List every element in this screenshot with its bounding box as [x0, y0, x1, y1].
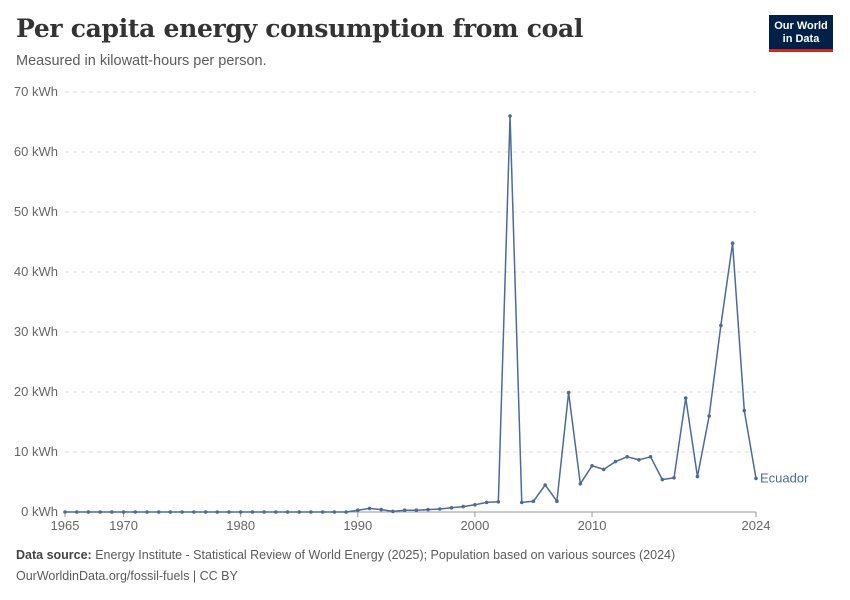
- y-tick-label: 40 kWh: [14, 264, 58, 279]
- data-point: [215, 510, 220, 514]
- x-tick-label: 1965: [51, 518, 80, 533]
- data-point: [309, 510, 313, 514]
- data-point: [461, 504, 466, 509]
- y-tick-label: 0 kWh: [21, 504, 58, 519]
- data-point: [180, 510, 184, 514]
- x-tick-label: 2024: [742, 518, 771, 533]
- logo-line-1: Our World: [774, 20, 828, 32]
- data-point: [86, 510, 91, 514]
- data-point: [391, 509, 395, 514]
- y-tick-label: 70 kWh: [14, 84, 58, 99]
- data-point: [250, 510, 255, 514]
- chart-subtitle: Measured in kilowatt-hours per person.: [16, 53, 267, 69]
- data-point: [110, 510, 114, 514]
- data-point: [555, 499, 559, 504]
- data-point: [355, 508, 360, 512]
- chart-title: Per capita energy consumption from coal: [16, 14, 584, 43]
- y-tick-label: 60 kWh: [14, 144, 58, 159]
- data-point: [274, 510, 278, 514]
- url-license[interactable]: OurWorldinData.org/fossil-fuels | CC BY: [16, 569, 238, 583]
- data-point: [285, 510, 290, 514]
- data-point: [707, 414, 711, 418]
- data-point: [402, 508, 407, 512]
- data-point: [648, 455, 653, 459]
- data-point: [613, 459, 618, 464]
- x-tick-label: 1990: [343, 518, 372, 533]
- x-tick-label: 1970: [109, 518, 138, 533]
- data-point: [719, 323, 723, 328]
- data-point: [156, 510, 161, 514]
- data-source: Data source: Energy Institute - Statisti…: [16, 548, 675, 562]
- y-tick-label: 50 kWh: [14, 204, 58, 219]
- y-tick-label: 10 kWh: [14, 444, 58, 459]
- logo-line-2: in Data: [782, 33, 820, 45]
- data-point: [590, 464, 594, 468]
- data-point: [332, 510, 337, 514]
- data-point: [98, 510, 102, 514]
- data-point: [625, 455, 629, 459]
- data-point: [437, 507, 442, 511]
- data-point: [414, 508, 419, 512]
- data-point: [578, 482, 583, 486]
- y-tick-label: 20 kWh: [14, 384, 58, 399]
- data-point: [496, 500, 501, 504]
- x-tick-label: 2000: [460, 518, 489, 533]
- data-point: [660, 477, 665, 482]
- data-point: [63, 510, 67, 514]
- data-point: [227, 510, 231, 514]
- data-point: [695, 474, 700, 479]
- data-source-text: Energy Institute - Statistical Review of…: [95, 548, 676, 562]
- series-line-ecuador: [65, 115, 757, 513]
- data-point: [473, 503, 477, 507]
- data-point: [145, 510, 149, 514]
- data-point: [637, 458, 641, 462]
- data-point: [74, 510, 79, 514]
- data-point: [168, 510, 173, 514]
- data-point: [367, 506, 372, 511]
- series-label-ecuador: Ecuador: [760, 470, 809, 485]
- data-point: [672, 476, 676, 480]
- data-point: [320, 510, 325, 514]
- data-point: [484, 500, 489, 505]
- data-point: [238, 510, 243, 514]
- data-point: [192, 510, 196, 514]
- data-point: [742, 408, 747, 413]
- data-point: [262, 510, 266, 514]
- data-point: [519, 500, 524, 505]
- data-point: [754, 476, 758, 481]
- data-point: [426, 507, 430, 512]
- data-point: [297, 510, 302, 514]
- data-point: [566, 390, 571, 395]
- data-point: [379, 507, 384, 512]
- data-point: [601, 467, 606, 472]
- data-point: [203, 510, 208, 514]
- data-point: [730, 241, 735, 245]
- data-point: [531, 499, 536, 504]
- data-point: [344, 510, 348, 514]
- x-tick-label: 1980: [226, 518, 255, 533]
- data-point: [683, 396, 688, 400]
- data-point: [121, 510, 126, 514]
- data-point: [449, 506, 454, 510]
- data-source-label: Data source:: [16, 548, 92, 562]
- x-tick-label: 2010: [578, 518, 607, 533]
- data-point: [508, 114, 512, 118]
- data-point: [133, 510, 138, 514]
- data-point: [543, 483, 547, 487]
- owid-logo[interactable]: Our World in Data: [769, 15, 833, 52]
- y-tick-label: 30 kWh: [14, 324, 58, 339]
